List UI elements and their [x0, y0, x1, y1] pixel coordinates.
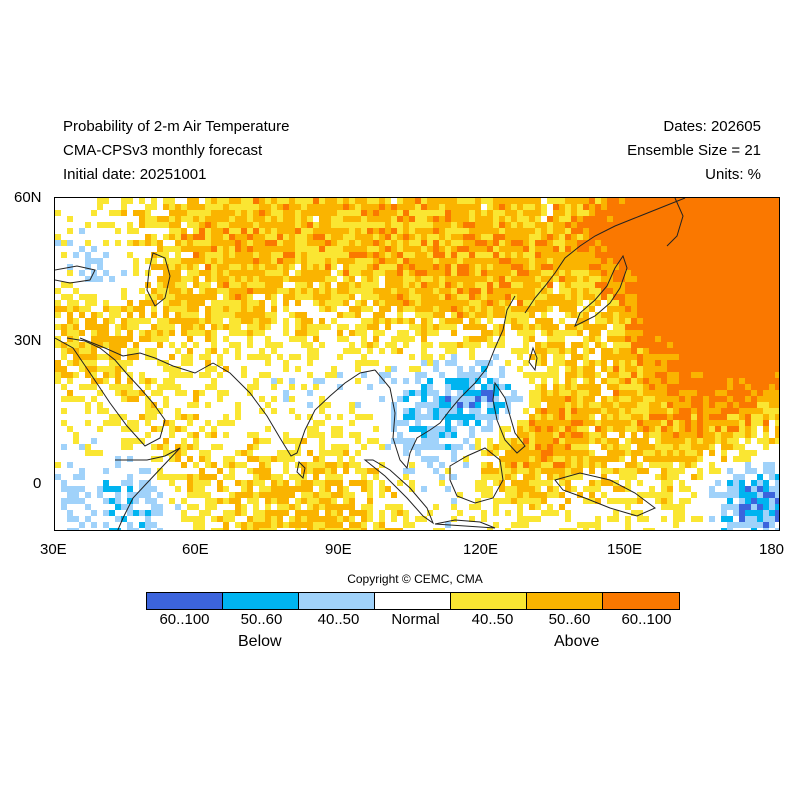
legend-label-4: 40..50	[471, 611, 514, 628]
forecast-dates: Dates: 202605	[663, 118, 761, 135]
legend-swatch-2	[299, 593, 375, 609]
legend-label-3: Normal	[391, 611, 440, 628]
legend-swatch-4	[451, 593, 527, 609]
legend-swatch-1	[223, 593, 299, 609]
lon-tick-60e: 60E	[182, 541, 209, 558]
coastline-korea	[524, 198, 686, 314]
coastline-taiwan	[528, 346, 538, 372]
lat-tick-30n: 30N	[14, 332, 42, 349]
legend-below-label: Below	[238, 633, 282, 650]
map-canvas	[55, 198, 779, 530]
coastline-java	[434, 519, 496, 529]
coastline-philippines	[492, 381, 526, 454]
legend-swatch-0	[147, 593, 223, 609]
coastline-japan	[574, 254, 628, 328]
copyright-notice: Copyright © CEMC, CMA	[347, 572, 483, 586]
coastline-sumatra	[363, 459, 435, 525]
initial-date: Initial date: 20251001	[63, 166, 207, 183]
coastline-borneo	[449, 447, 504, 504]
legend-swatch-6	[603, 593, 679, 609]
coastline-arabia	[55, 337, 166, 447]
lat-tick-0: 0	[33, 475, 42, 492]
coastline-new-guinea	[554, 472, 656, 517]
lon-tick-150e: 150E	[607, 541, 643, 558]
legend-label-0: 60..100	[159, 611, 210, 628]
lon-tick-90e: 90E	[325, 541, 352, 558]
lat-tick-60n: 60N	[14, 189, 42, 206]
lon-tick-120e: 120E	[463, 541, 499, 558]
coastline-indochina	[374, 295, 516, 470]
coastline-black-sea	[55, 265, 96, 284]
coastline-india	[212, 362, 376, 457]
ensemble-size: Ensemble Size = 21	[627, 142, 761, 159]
legend-label-2: 40..50	[317, 611, 360, 628]
legend-swatch-3	[375, 593, 451, 609]
coastlines	[55, 198, 686, 530]
coastline-caspian	[146, 252, 171, 307]
coastline-kamchatka	[666, 198, 684, 247]
coastline-gulf	[79, 337, 214, 374]
legend-swatch-5	[527, 593, 603, 609]
lon-tick-30e: 30E	[40, 541, 67, 558]
legend-label-6: 60..100	[621, 611, 672, 628]
units-label: Units: %	[705, 166, 761, 183]
lon-tick-180: 180	[759, 541, 785, 558]
probability-map	[54, 197, 780, 531]
coastline-east-africa	[115, 447, 181, 530]
probability-field	[55, 198, 779, 530]
legend-label-5: 50..60	[548, 611, 591, 628]
color-legend	[146, 592, 680, 610]
coastline-sri-lanka	[296, 460, 306, 480]
legend-label-1: 50..60	[240, 611, 283, 628]
map-title: Probability of 2-m Air Temperature	[63, 118, 290, 135]
model-label: CMA-CPSv3 monthly forecast	[63, 142, 263, 159]
legend-above-label: Above	[554, 633, 600, 650]
